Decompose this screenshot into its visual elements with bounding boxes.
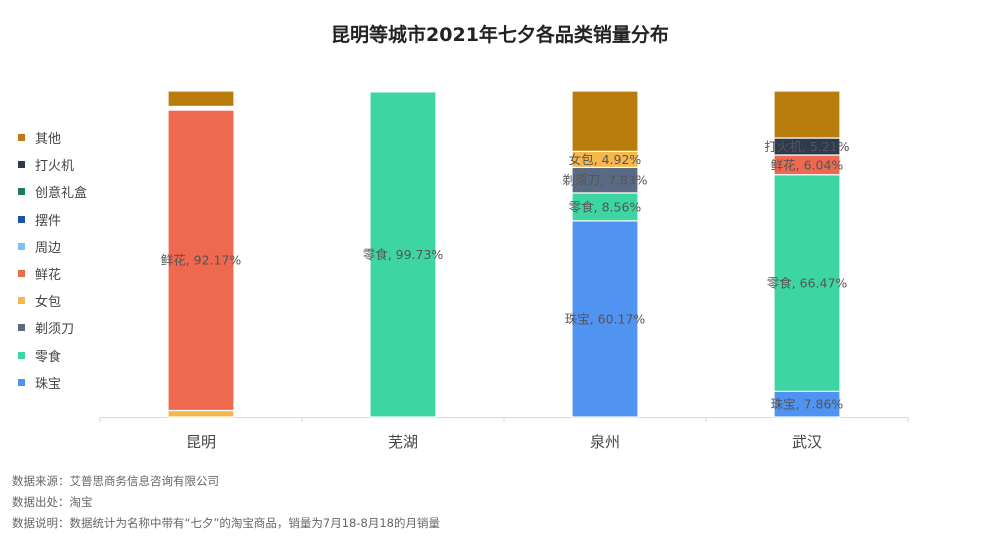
x-tick-label: 昆明 — [186, 433, 216, 451]
bar-segment — [773, 90, 841, 139]
bar-segment — [167, 109, 235, 412]
bar-segment — [369, 91, 437, 418]
legend-swatch — [18, 351, 25, 359]
bar-segment — [571, 192, 639, 222]
legend-item: 鲜花 — [18, 260, 138, 287]
x-tick-label: 芜湖 — [388, 433, 418, 451]
data-source-note: 数据来源：艾普思商务信息咨询有限公司 — [12, 474, 219, 488]
legend-item: 其他 — [18, 124, 138, 151]
bar-segment — [773, 174, 841, 392]
x-tick-label: 武汉 — [792, 433, 822, 451]
data-origin-note: 数据出处：淘宝 — [12, 495, 93, 509]
legend-label: 零食 — [35, 349, 62, 365]
x-tick-label: 泉州 — [590, 433, 620, 451]
legend-item: 零食 — [18, 342, 138, 369]
legend-swatch — [18, 270, 25, 278]
data-label: 鲜花, 6.04% — [771, 157, 844, 172]
legend-label: 鲜花 — [35, 268, 62, 284]
data-label: 剃须刀, 7.83% — [562, 173, 647, 188]
legend-swatch — [18, 242, 25, 250]
legend-item: 剃须刀 — [18, 314, 138, 341]
legend-item: 珠宝 — [18, 369, 138, 396]
legend-item: 创意礼盒 — [18, 178, 138, 205]
data-label: 打火机, 5.21% — [764, 139, 849, 154]
chart-title: 昆明等城市2021年七夕各品类销量分布 — [331, 24, 669, 46]
legend-swatch — [18, 378, 25, 386]
data-description-note: 数据说明：数据统计为名称中带有“七夕”的淘宝商品，销量为7月18-8月18的月销… — [12, 516, 440, 530]
bar-segment — [773, 390, 841, 418]
legend-label: 其他 — [35, 132, 62, 148]
legend-item: 女包 — [18, 287, 138, 314]
bar-segment — [167, 90, 235, 108]
legend-label: 创意礼盒 — [35, 186, 88, 202]
legend-label: 剃须刀 — [35, 322, 75, 338]
legend-swatch — [18, 215, 25, 223]
legend-label: 女包 — [35, 295, 62, 311]
bar-segment — [369, 90, 437, 93]
legend-swatch — [18, 134, 25, 142]
legend-swatch — [18, 297, 25, 305]
data-label: 鲜花, 92.17% — [161, 253, 242, 268]
data-label: 零食, 8.56% — [569, 199, 642, 214]
legend-label: 打火机 — [35, 159, 75, 175]
legend-label: 摆件 — [35, 213, 62, 229]
data-label: 珠宝, 7.86% — [771, 397, 844, 412]
bar-segment — [571, 90, 639, 152]
legend-label: 珠宝 — [35, 376, 62, 392]
legend-label: 周边 — [35, 240, 62, 256]
data-label: 零食, 66.47% — [767, 276, 848, 291]
legend-swatch — [18, 161, 25, 169]
legend-swatch — [18, 324, 25, 332]
chart-legend: 其他打火机创意礼盒摆件周边鲜花女包剃须刀零食珠宝 — [18, 124, 138, 396]
legend-item: 打火机 — [18, 151, 138, 178]
data-label: 女包, 4.92% — [569, 152, 642, 167]
legend-item: 摆件 — [18, 206, 138, 233]
legend-swatch — [18, 188, 25, 196]
stacked-bar-chart: 昆明 芜湖 泉州 武汉 鲜花, 92.17% 零食, 99.73% 女包, 4.92% 剃须刀… — [99, 90, 909, 451]
data-label: 珠宝, 60.17% — [565, 311, 646, 326]
legend-item: 周边 — [18, 233, 138, 260]
data-label: 零食, 99.73% — [363, 247, 444, 262]
bar-segment — [167, 409, 235, 418]
